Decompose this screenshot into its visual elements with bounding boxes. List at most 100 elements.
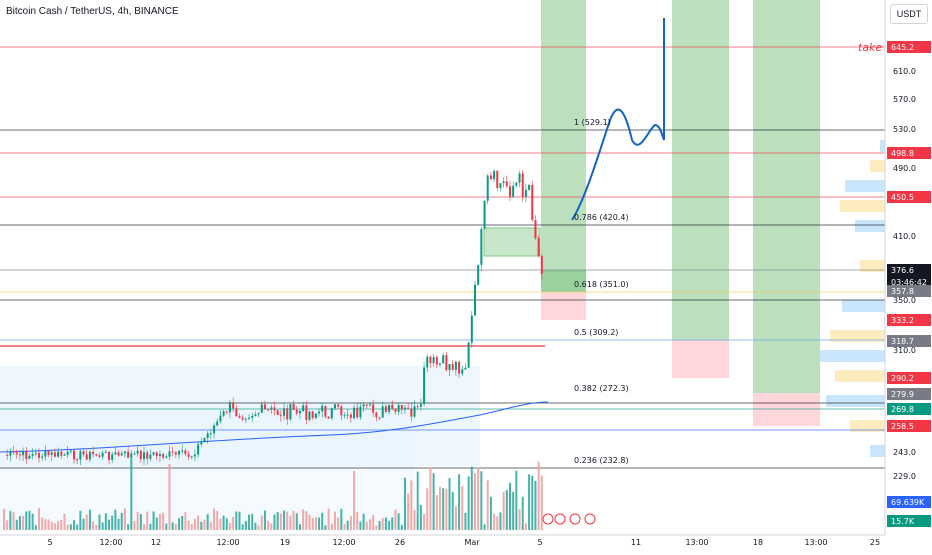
volume-bar — [200, 521, 203, 530]
time-tick: Mar — [464, 538, 480, 547]
volume-bar — [69, 524, 72, 530]
price-tick: 610.0 — [893, 67, 916, 76]
candle-body — [349, 414, 352, 418]
volume-bar — [298, 524, 301, 530]
price-label-bg — [887, 285, 931, 297]
volume-bar — [286, 511, 289, 530]
volume-bar — [57, 521, 60, 530]
volume-bar — [438, 486, 441, 530]
candle-body — [464, 367, 467, 370]
candle-body — [146, 452, 149, 459]
candle-body — [499, 183, 502, 189]
volume-bar — [419, 505, 422, 530]
candle-body — [384, 406, 387, 412]
volume-bar — [403, 477, 406, 530]
volume-bar — [193, 518, 196, 530]
candle-body — [263, 404, 266, 410]
volume-bar — [127, 524, 130, 530]
volume-profile-bar — [840, 200, 885, 212]
candle-body — [467, 342, 470, 368]
time-tick: 19 — [280, 538, 290, 547]
volume-bar — [416, 471, 419, 530]
price-tick: 570.0 — [893, 95, 916, 104]
volume-bar — [499, 512, 502, 530]
volume-bar — [400, 524, 403, 530]
candle-body — [508, 186, 511, 198]
candle-body — [63, 454, 66, 456]
volume-bar — [388, 521, 391, 530]
volume-bar — [515, 470, 518, 530]
volume-bar — [318, 517, 321, 530]
volume-bar — [330, 523, 333, 530]
volume-bar — [104, 513, 107, 530]
candle-body — [394, 408, 397, 412]
candle-body — [283, 408, 286, 416]
volume-bar — [98, 514, 101, 530]
volume-bar — [470, 466, 473, 530]
candle-body — [477, 264, 480, 285]
candle-body — [114, 452, 117, 455]
take-label: take — [858, 41, 882, 54]
target-zone-3 — [753, 0, 820, 393]
volume-bar — [260, 515, 263, 530]
volume-bar — [263, 510, 266, 530]
price-label-bg — [887, 191, 931, 203]
candle-body — [92, 451, 95, 455]
candle-body — [445, 355, 448, 371]
candle-body — [41, 456, 44, 458]
candle-body — [480, 228, 483, 265]
candle-body — [518, 173, 521, 183]
volume-bar — [117, 518, 120, 530]
candle-body — [187, 454, 190, 457]
time-tick: 13:00 — [804, 538, 827, 547]
volume-bar — [384, 517, 387, 530]
candle-body — [28, 455, 31, 459]
volume-bar — [279, 513, 282, 530]
candle-body — [295, 409, 298, 414]
volume-bar — [321, 512, 324, 530]
candle-body — [34, 452, 37, 455]
volume-bar — [228, 522, 231, 530]
volume-bar — [18, 515, 21, 530]
candle-body — [423, 367, 426, 405]
volume-bar — [276, 512, 279, 530]
volume-bar — [442, 488, 445, 530]
volume-bar — [368, 519, 371, 530]
volume-bar — [25, 511, 28, 530]
candle-body — [206, 433, 209, 438]
volume-bar — [480, 471, 483, 530]
candle-body — [38, 452, 41, 458]
volume-bar — [50, 521, 53, 530]
candle-body — [505, 181, 508, 187]
candle-body — [101, 452, 104, 457]
volume-bar — [143, 524, 146, 530]
volume-bar — [38, 508, 41, 530]
volume-bar — [375, 525, 378, 530]
volume-profile-bar — [860, 260, 885, 272]
volume-bar — [120, 512, 123, 530]
price-label: 03:46:42 — [891, 278, 927, 287]
volume-bar — [502, 491, 505, 530]
volume-profile-bar — [870, 160, 888, 172]
candle-body — [216, 421, 219, 426]
volume-bar — [531, 475, 534, 530]
volume-bar — [458, 474, 461, 530]
candle-body — [168, 451, 171, 457]
volume-bar — [206, 514, 209, 530]
target-zone — [541, 0, 586, 272]
volume-bar — [114, 509, 117, 530]
volume-bar — [423, 514, 426, 530]
volume-bar — [248, 514, 251, 530]
candle-body — [391, 404, 394, 409]
volume-bar — [241, 524, 244, 530]
candle-body — [486, 175, 489, 201]
volume-profile-bar — [835, 370, 885, 382]
currency-selector[interactable]: USDT — [890, 4, 928, 24]
volume-bar — [378, 521, 381, 530]
volume-bar — [31, 513, 34, 530]
candle-body — [324, 406, 327, 417]
candle-body — [79, 451, 82, 460]
candle-body — [158, 454, 161, 457]
